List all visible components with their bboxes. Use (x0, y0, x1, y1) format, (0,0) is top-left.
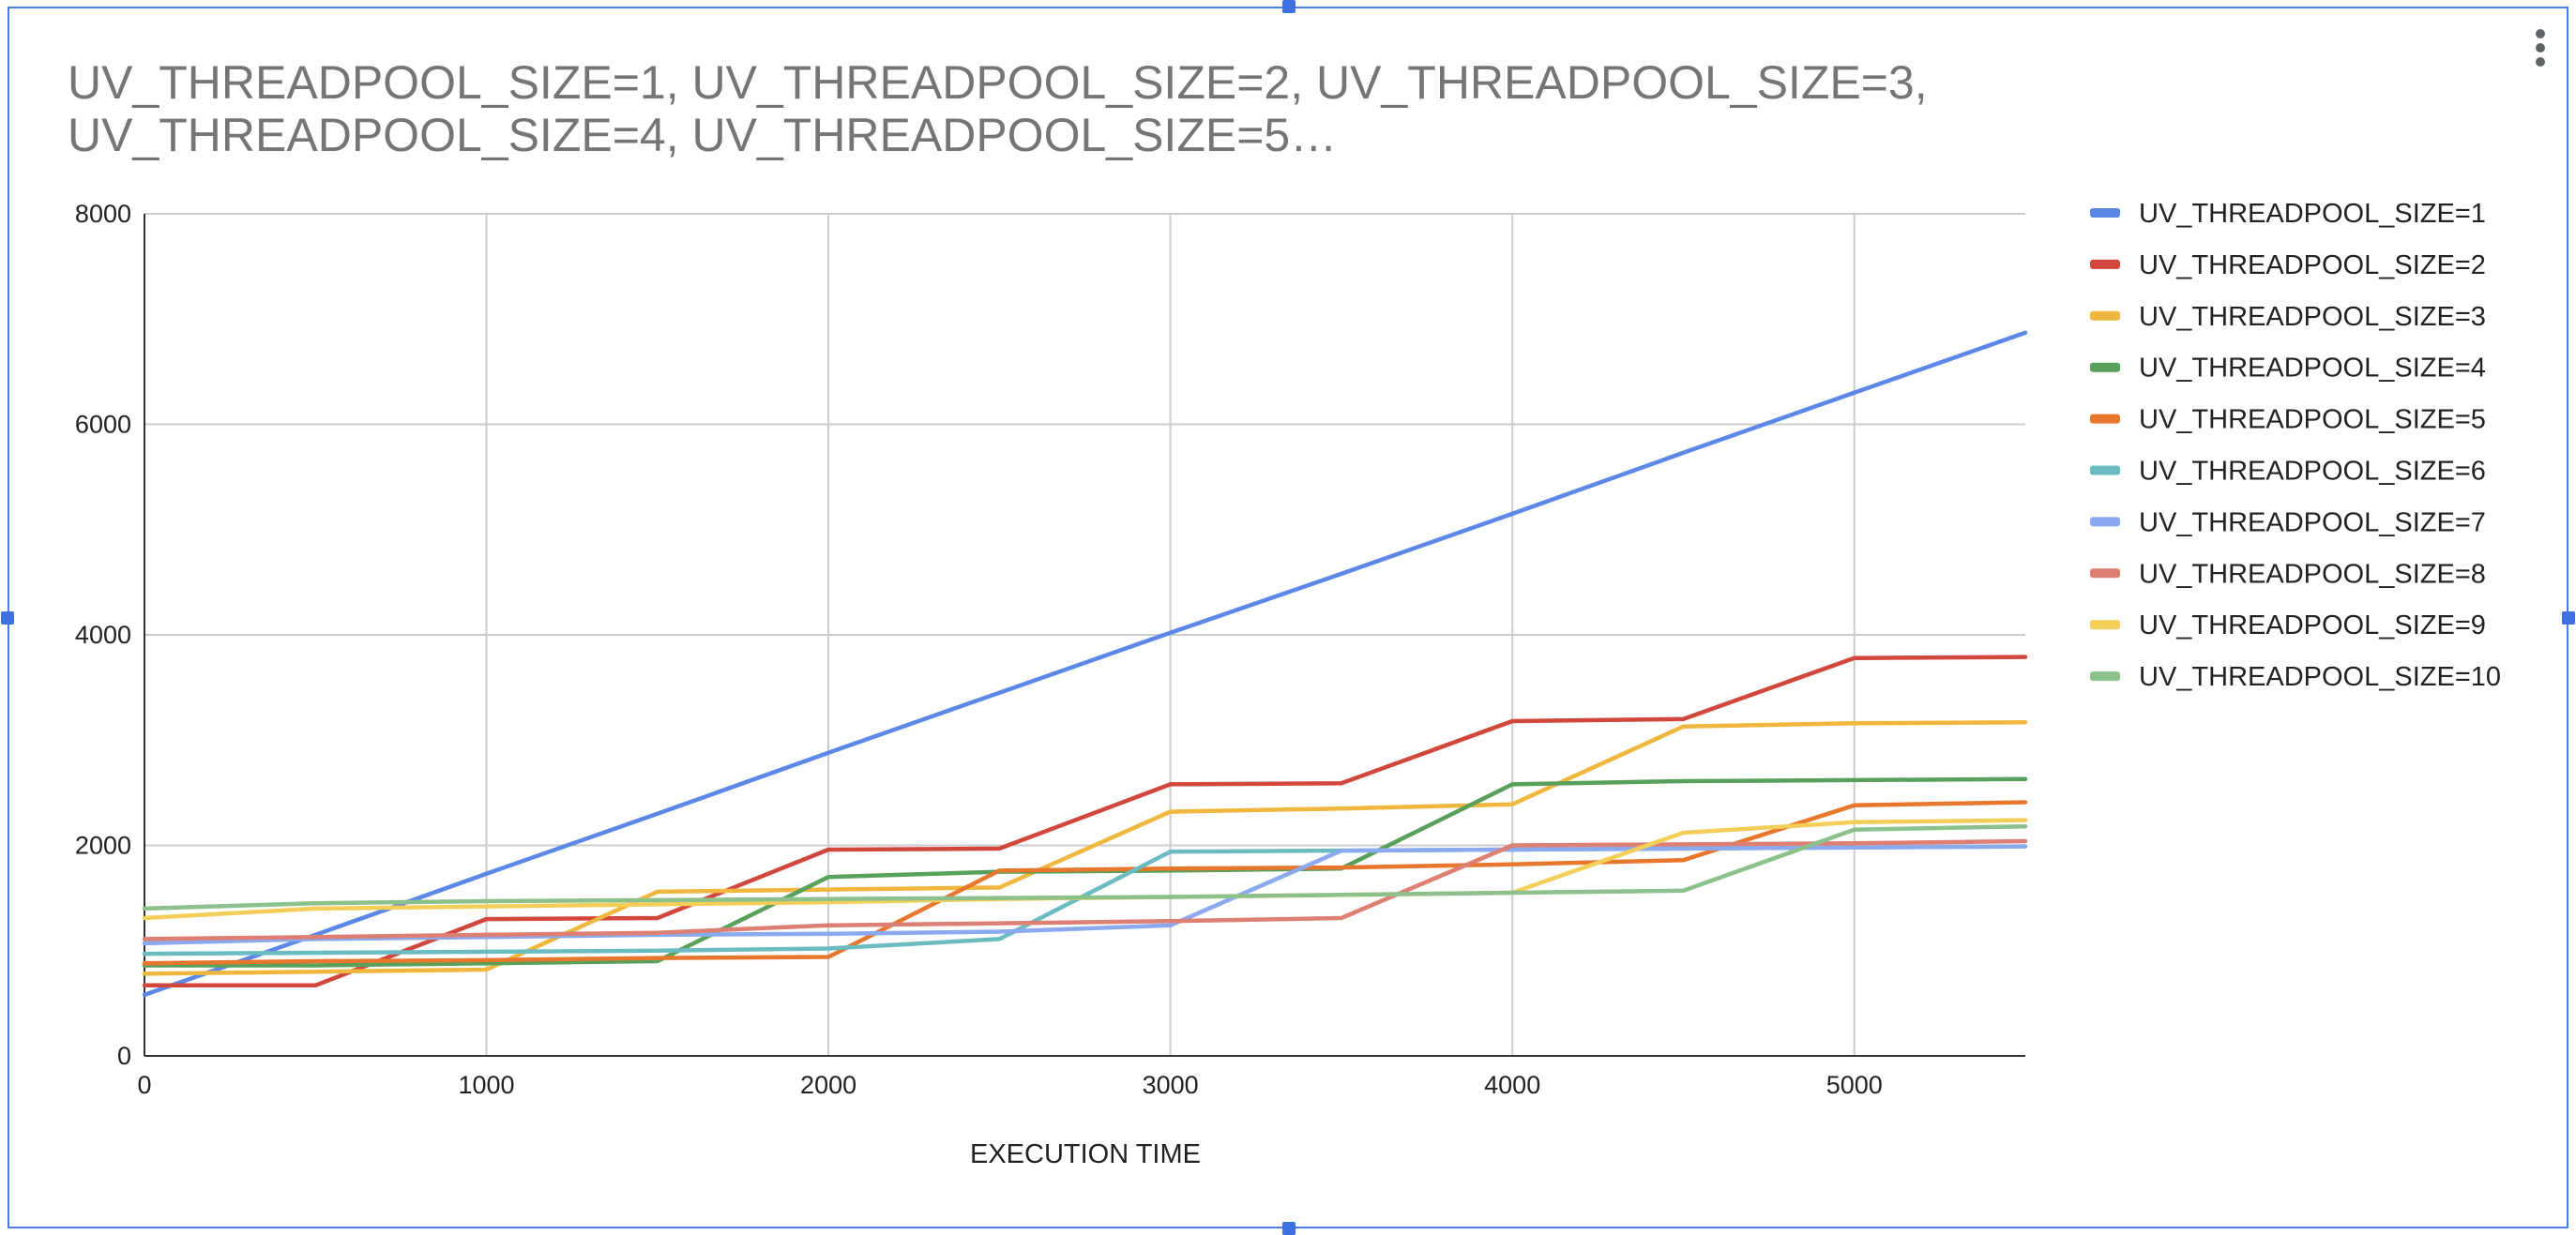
chart-frame[interactable] (8, 7, 2568, 1228)
legend-swatch (2090, 414, 2120, 424)
resize-handle-right[interactable] (2562, 611, 2575, 625)
legend-item[interactable]: UV_THREADPOOL_SIZE=2 (2090, 250, 2486, 280)
resize-handle-top[interactable] (1282, 0, 1296, 13)
series-line-3 (142, 719, 2028, 976)
legend-item[interactable]: UV_THREADPOOL_SIZE=6 (2090, 457, 2486, 487)
series-lines (142, 330, 2028, 998)
resize-handle-bottom[interactable] (1282, 1222, 1296, 1235)
y-tick-label: 0 (117, 1042, 131, 1070)
x-axis-title: EXECUTION TIME (970, 1139, 1201, 1169)
legend-label: UV_THREADPOOL_SIZE=3 (2139, 302, 2486, 332)
x-tick-label: 1000 (459, 1071, 515, 1099)
legend-swatch (2090, 465, 2120, 475)
legend-label: UV_THREADPOOL_SIZE=2 (2139, 250, 2486, 280)
legend-swatch (2090, 517, 2120, 527)
series-line-1 (142, 330, 2028, 998)
x-tick-label: 0 (137, 1071, 151, 1099)
chart-title: UV_THREADPOOL_SIZE=1, UV_THREADPOOL_SIZE… (68, 56, 1928, 161)
legend-label: UV_THREADPOOL_SIZE=1 (2139, 199, 2486, 229)
legend-item[interactable]: UV_THREADPOOL_SIZE=1 (2090, 199, 2486, 229)
legend-item[interactable]: UV_THREADPOOL_SIZE=7 (2090, 507, 2486, 537)
legend-label: UV_THREADPOOL_SIZE=6 (2139, 457, 2486, 487)
y-tick-label: 4000 (75, 621, 131, 649)
legend-item[interactable]: UV_THREADPOOL_SIZE=5 (2090, 405, 2486, 435)
x-tick-label: 3000 (1143, 1071, 1199, 1099)
legend-label: UV_THREADPOOL_SIZE=7 (2139, 507, 2486, 537)
legend-label: UV_THREADPOOL_SIZE=4 (2139, 354, 2486, 384)
legend-swatch (2090, 259, 2120, 269)
x-tick-label: 5000 (1826, 1071, 1883, 1099)
legend-swatch (2090, 568, 2120, 579)
legend: UV_THREADPOOL_SIZE=1 UV_THREADPOOL_SIZE=2… (2090, 199, 2501, 692)
legend-swatch (2090, 208, 2120, 218)
y-tick-label: 6000 (75, 411, 131, 439)
legend-label: UV_THREADPOOL_SIZE=9 (2139, 610, 2486, 640)
legend-label: UV_THREADPOOL_SIZE=10 (2139, 662, 2501, 692)
legend-label: UV_THREADPOOL_SIZE=5 (2139, 405, 2486, 435)
more-options-icon[interactable] (2535, 29, 2546, 70)
series-line-2 (142, 655, 2028, 988)
legend-swatch (2090, 620, 2120, 630)
series-line-5 (142, 800, 2028, 966)
y-tick-label: 8000 (75, 200, 131, 228)
series-line-10 (142, 824, 2028, 911)
series-line-8 (142, 838, 2028, 941)
x-tick-label: 4000 (1484, 1071, 1540, 1099)
legend-swatch (2090, 362, 2120, 372)
resize-handle-left[interactable] (1, 611, 14, 625)
legend-label: UV_THREADPOOL_SIZE=8 (2139, 559, 2486, 589)
legend-item[interactable]: UV_THREADPOOL_SIZE=9 (2090, 610, 2486, 640)
legend-item[interactable]: UV_THREADPOOL_SIZE=3 (2090, 302, 2486, 332)
legend-item[interactable]: UV_THREADPOOL_SIZE=8 (2090, 559, 2486, 589)
legend-item[interactable]: UV_THREADPOOL_SIZE=4 (2090, 354, 2486, 384)
legend-swatch (2090, 671, 2120, 682)
legend-item[interactable]: UV_THREADPOOL_SIZE=10 (2090, 662, 2501, 692)
legend-swatch (2090, 310, 2120, 321)
axes: 0 2000 4000 6000 8000 0 1000 2000 3000 4000 5000 (75, 200, 2025, 1099)
series-line-7 (142, 844, 2028, 946)
x-tick-label: 2000 (800, 1071, 856, 1099)
y-tick-label: 2000 (75, 832, 131, 860)
